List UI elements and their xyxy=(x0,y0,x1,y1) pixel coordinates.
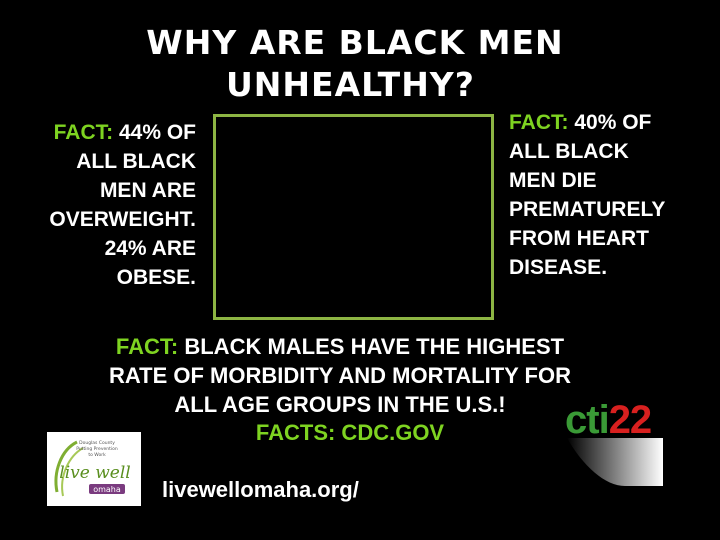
svg-text:Putting Prevention: Putting Prevention xyxy=(76,446,118,452)
right-fact-line-3: MEN DIE xyxy=(509,169,597,192)
bottom-fact-tag: FACT: xyxy=(115,334,179,359)
right-fact-line-4: PREMATURELY xyxy=(509,198,666,221)
svg-text:to Work: to Work xyxy=(88,452,106,458)
cti22-wordmark: cti22 xyxy=(565,398,652,442)
right-fact: FACT: 40% OF ALL BLACK MEN DIE PREMATURE… xyxy=(509,108,709,282)
slide-title: WHY ARE BLACK MEN UNHEALTHY? xyxy=(0,22,720,106)
title-line-2: UNHEALTHY? xyxy=(226,65,475,104)
right-fact-line-6: DISEASE. xyxy=(509,256,608,279)
svg-text:live well: live well xyxy=(59,463,130,483)
title-line-1: WHY ARE BLACK MEN xyxy=(146,23,564,62)
bottom-fact-line-3: ALL AGE GROUPS IN THE U.S.! xyxy=(174,392,506,417)
left-fact-line-4: OVERWEIGHT. xyxy=(49,208,196,231)
bottom-fact-line-1: FACT: BLACK MALES HAVE THE HIGHEST xyxy=(115,334,565,359)
right-fact-line-2: ALL BLACK xyxy=(509,140,629,163)
livewell-omaha-logo: Douglas County Putting Prevention to Wor… xyxy=(47,432,141,506)
left-fact-line-5: 24% ARE xyxy=(104,237,196,260)
left-fact-tag: FACT: xyxy=(53,121,114,144)
svg-text:Douglas County: Douglas County xyxy=(79,440,115,446)
bottom-fact: FACT: BLACK MALES HAVE THE HIGHEST RATE … xyxy=(40,332,640,419)
bottom-fact-line-2: RATE OF MORBIDITY AND MORTALITY FOR xyxy=(109,363,571,388)
right-fact-tag: FACT: xyxy=(509,111,569,134)
svg-text:omaha: omaha xyxy=(93,485,121,494)
left-fact-line-6: OBESE. xyxy=(116,266,196,289)
right-fact-line-5: FROM HEART xyxy=(509,227,649,250)
cti22-swoosh-graphic xyxy=(567,438,663,486)
right-fact-line-1: FACT: 40% OF xyxy=(509,111,652,134)
livewell-logo-graphic: Douglas County Putting Prevention to Wor… xyxy=(54,440,131,497)
left-fact: FACT: 44% OF ALL BLACK MEN ARE OVERWEIGH… xyxy=(20,118,196,292)
left-fact-line-2: ALL BLACK xyxy=(76,150,196,173)
image-placeholder-frame xyxy=(213,114,494,320)
sources-line: FACTS: CDC.GOV xyxy=(255,420,445,445)
website-url[interactable]: livewellomaha.org/ xyxy=(162,477,359,502)
left-fact-line-3: MEN ARE xyxy=(99,179,196,202)
left-fact-line-1: FACT: 44% OF xyxy=(53,121,196,144)
cti22-logo: cti22 xyxy=(565,398,670,490)
